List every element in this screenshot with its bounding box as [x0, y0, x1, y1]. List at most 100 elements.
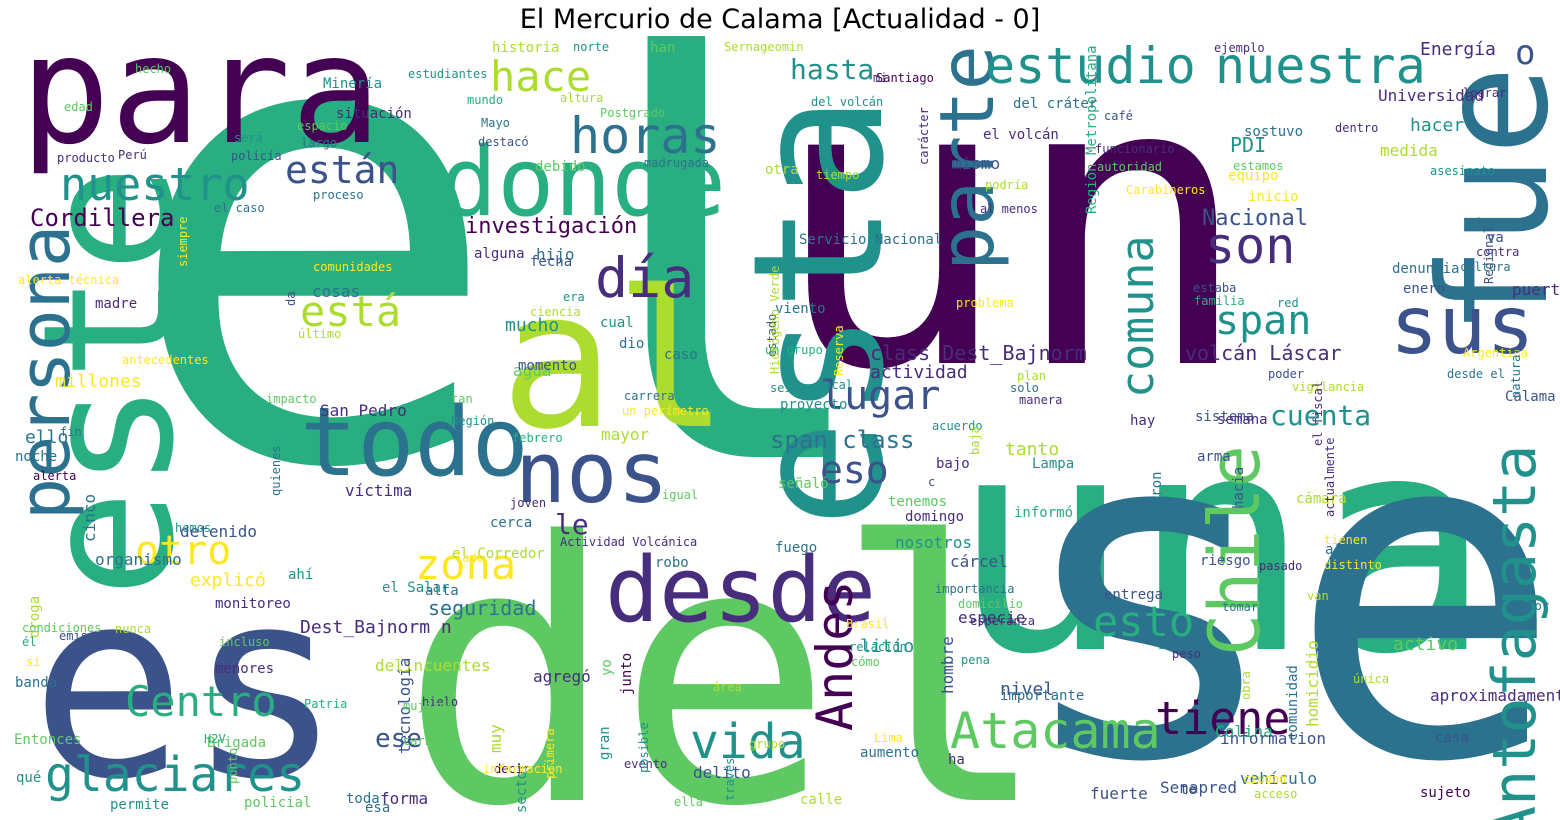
word: señaló — [778, 476, 829, 492]
word: era — [563, 290, 585, 304]
word: espacio — [297, 119, 348, 133]
word: fecha — [530, 254, 573, 270]
word: domicilio — [958, 597, 1024, 611]
word: carácter — [917, 106, 931, 165]
word: del cráter — [1013, 96, 1098, 112]
word: un grupo — [765, 343, 823, 357]
word: zona — [415, 540, 517, 589]
word: Lampa — [1032, 456, 1075, 472]
word: ha — [948, 752, 965, 768]
word: si — [26, 655, 41, 669]
word: día — [595, 246, 695, 310]
word: al menos — [980, 202, 1038, 216]
word: obra — [1239, 670, 1253, 700]
word: vigilancia — [1292, 380, 1365, 394]
word: activo — [1393, 634, 1459, 655]
word: cultura — [1460, 260, 1511, 274]
word: sus — [1390, 279, 1535, 372]
word: delincuentes — [375, 656, 491, 675]
word: comunidad — [1285, 664, 1301, 741]
word: están — [285, 148, 400, 192]
word: aumento — [860, 745, 920, 761]
word: muy — [486, 723, 505, 753]
word: alerta técnica — [18, 273, 120, 287]
word: entrega — [1104, 587, 1164, 603]
word: te — [1180, 782, 1197, 798]
word: Región — [451, 414, 495, 428]
word: para — [20, 36, 382, 178]
word: estaba — [1193, 281, 1237, 295]
word: Brasil — [846, 617, 890, 631]
word: Centro — [125, 677, 277, 726]
word: han — [650, 40, 676, 56]
word: mucho — [505, 315, 560, 336]
word: denuncia — [1392, 261, 1460, 277]
word: cinco — [80, 493, 99, 542]
word: yo — [599, 658, 615, 676]
word: hombre — [938, 635, 957, 694]
word: grupo — [749, 737, 786, 751]
word: desde — [605, 538, 876, 643]
word: Atacama — [950, 702, 1161, 760]
word: carne — [403, 734, 440, 748]
word: donde — [440, 128, 726, 238]
word: ese — [375, 724, 422, 754]
word: cómo — [851, 655, 880, 669]
word: hace — [490, 52, 592, 101]
word: poder — [1268, 367, 1305, 381]
word: mujeres — [403, 699, 454, 713]
word: pasado — [1259, 559, 1303, 573]
word: homicidio — [1303, 640, 1322, 728]
word: cárcel — [950, 552, 1008, 571]
word: está — [300, 287, 402, 336]
word: gran — [597, 725, 613, 760]
word: edad — [64, 100, 93, 114]
word: van — [1307, 589, 1329, 603]
word: nivel — [1000, 679, 1055, 700]
word: actualmente — [1323, 437, 1337, 518]
word: va — [1487, 230, 1504, 246]
word: fueron — [1149, 471, 1165, 523]
word: plan — [1017, 369, 1046, 383]
word: momento — [518, 358, 578, 374]
word: esa — [365, 800, 391, 816]
word: un perímetro — [622, 404, 709, 418]
word: nuestra — [1215, 37, 1426, 95]
word: ella — [674, 795, 703, 809]
word: bajo — [936, 456, 970, 472]
word: cámara — [1296, 491, 1347, 507]
word: condiciones — [22, 621, 102, 635]
word: Perú — [118, 148, 147, 162]
word: span — [1215, 298, 1312, 344]
word: toda — [346, 791, 380, 807]
word: única — [1353, 672, 1390, 686]
word: el Corredor — [452, 546, 545, 562]
word: pena — [961, 653, 990, 667]
word: organismo — [95, 550, 182, 569]
word: sostuvo — [1244, 124, 1304, 140]
word: comuna — [1111, 235, 1164, 398]
word: familia — [1194, 294, 1245, 308]
word: situación — [336, 106, 412, 122]
word: hecho — [135, 62, 172, 76]
word: semana — [1217, 412, 1268, 428]
word: estamos — [1233, 159, 1284, 173]
word: tanto — [1005, 439, 1060, 460]
word: casa — [1435, 730, 1469, 746]
word: área — [713, 680, 742, 694]
word: agregó — [533, 667, 591, 686]
word: tienen — [1324, 533, 1368, 547]
word: banda — [15, 675, 58, 691]
word: importancia — [935, 582, 1015, 596]
word: lugar — [820, 373, 941, 419]
word: joven — [510, 496, 547, 510]
word: inicio — [1248, 189, 1299, 205]
word: noche — [15, 449, 58, 465]
word: posible — [637, 722, 651, 774]
word: dentro — [1335, 121, 1379, 135]
word: Cordillera — [30, 204, 175, 232]
word: PDI — [1230, 133, 1267, 157]
word: asesinato — [1430, 164, 1496, 178]
word: una — [950, 371, 1492, 720]
word: acceso — [1254, 787, 1298, 801]
